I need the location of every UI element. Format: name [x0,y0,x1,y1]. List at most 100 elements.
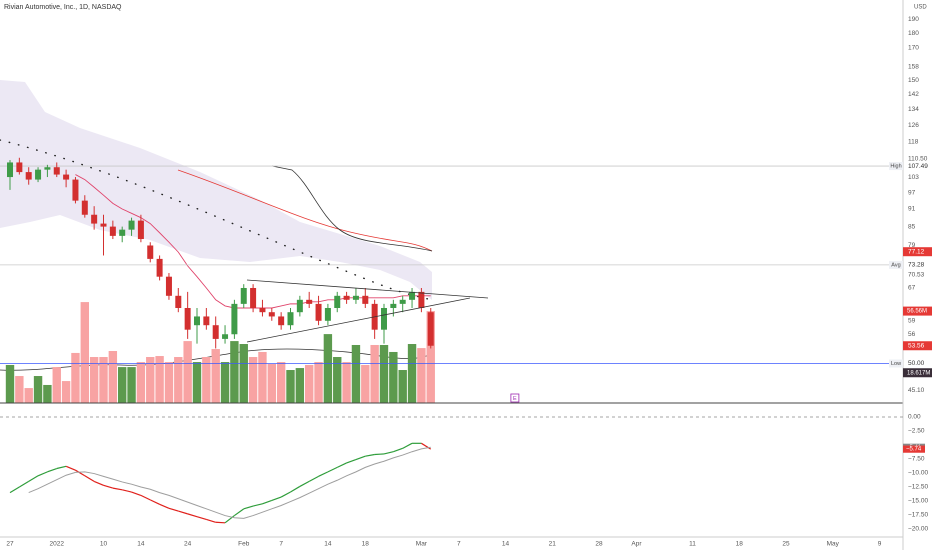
candle-body [240,287,247,304]
candle-body [35,169,42,180]
price-tag-label: 53.56 [908,342,925,349]
oscillator-segment [9,486,20,494]
y-tick-label: −20.00 [908,526,928,533]
candle-body [250,287,257,308]
level-label: Low [891,361,901,367]
y-tick-label: −17.50 [908,512,928,519]
oscillator-segment [224,515,235,524]
candle-body [203,316,210,326]
x-tick-label: 14 [502,541,510,548]
y-tick-label: 79 [908,242,916,249]
volume-bar [286,370,295,403]
candle-body [287,312,294,326]
oscillator-segment [206,518,216,523]
candle-body [165,276,172,296]
price-tag-label: 77.12 [908,248,925,255]
volume-bar [333,357,342,403]
volume-bar [361,364,370,403]
x-tick-label: 27 [6,541,14,548]
oscillator-segment [159,503,170,509]
y-tick-label: 158 [908,63,919,70]
level-label: Avg [891,262,900,268]
candle-body [259,307,266,313]
y-tick-label: 59 [908,318,916,325]
y-tick-label: 190 [908,16,919,23]
oscillator-segment [84,475,95,482]
y-tick-label: 110.50 [908,156,928,163]
oscillator-segment [187,513,198,518]
oscillator-segment [393,447,403,453]
oscillator-segment [318,471,329,477]
volume-bar [61,381,71,403]
x-tick-label: 28 [595,541,603,548]
volume-bar [127,367,136,403]
candle-body [193,316,200,326]
y-tick-label: 67 [908,285,916,292]
oscillator-segment [308,475,319,482]
candle-body [212,325,219,339]
marks [0,157,903,524]
value-tag [903,445,925,453]
y-tick-label: 180 [908,30,919,37]
currency: USD [914,5,927,11]
candle-body [427,312,434,346]
candle-body [380,307,387,330]
candle-body [231,303,238,335]
x-tick-label: Apr [631,541,642,548]
volume-bar [407,344,417,403]
y-tick-label: 134 [908,106,919,113]
oscillator-segment [168,507,179,512]
oscillator-segment [37,471,48,477]
candle-body [390,303,397,308]
x-tick-label: 14 [137,541,145,548]
candle-body [128,220,135,230]
price-tag [903,247,932,257]
volume-bar [5,364,15,403]
signal-line [28,446,431,519]
oscillator-segment [215,521,226,524]
volume-bar [52,367,61,403]
price-tag [903,341,932,351]
candle-body [343,295,350,300]
volume-bar [248,357,258,403]
oscillator-segment [280,491,291,498]
oscillator-segment [336,462,347,468]
oscillator-segment [243,505,254,510]
level-label: High [890,163,901,169]
candle-body [418,291,425,308]
volume-bar [136,362,146,403]
candle-body [409,291,416,300]
candle-body [175,295,182,308]
volume-bar [80,302,90,403]
volume-bar [174,357,183,403]
oscillator-segment [365,453,375,457]
volume-bar [351,344,361,403]
volume-tag [903,368,932,378]
x-tick-label: 2022 [50,541,65,548]
candle-body [91,214,98,224]
trend-line [246,279,489,299]
level-label-box [889,162,903,171]
oscillator-segment [355,455,366,461]
volume-bar [211,349,220,403]
candle-body [72,179,79,201]
volume-bar [314,362,323,403]
volume-bar [342,362,351,403]
level-value: 50.00 [908,360,925,367]
oscillator-segment [374,453,385,456]
volume-bar [379,344,389,403]
x-tick-label: 14 [324,541,332,548]
x-tick-label: 10 [100,541,108,548]
oscillator-segment [56,465,67,470]
level-value: 73.28 [908,262,925,269]
oscillator-segment [75,469,86,477]
volume-bar [220,362,230,403]
oscillator-segment [19,480,30,488]
y-tick-label: −10.00 [908,470,928,477]
event-label: E [513,396,517,402]
indicator-line [271,165,433,252]
candle-body [352,295,359,300]
volume-bar [108,351,118,403]
candle-body [119,229,126,236]
volume-bar [15,376,24,403]
